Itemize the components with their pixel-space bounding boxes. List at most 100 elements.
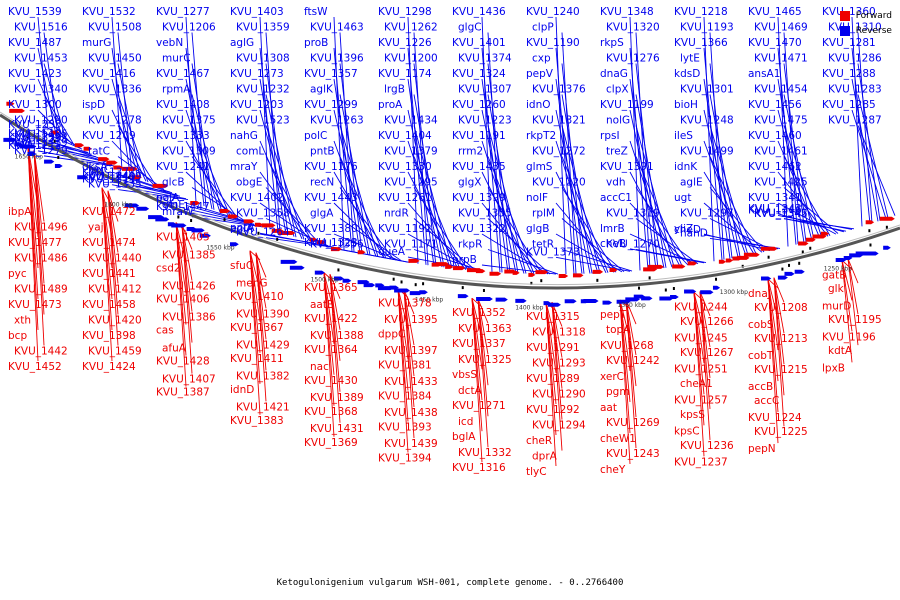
reverse-gene-label: KVU_1199	[600, 99, 654, 111]
reverse-gene-label: KVU_1273	[230, 68, 284, 80]
forward-leader-line	[551, 302, 563, 451]
forward-gene	[9, 108, 25, 113]
feature-marker	[190, 219, 193, 223]
reverse-gene-label: glgB	[526, 223, 549, 235]
forward-leader-line	[693, 292, 705, 364]
reverse-gene-label: rkpS	[600, 37, 624, 49]
feature-marker	[414, 283, 417, 287]
reverse-leader-line	[629, 171, 681, 267]
forward-leader-line	[841, 260, 853, 270]
reverse-gene	[659, 296, 674, 301]
reverse-gene-label: mraW	[162, 206, 194, 218]
forward-gene-label: KVU_1367	[230, 322, 284, 334]
reverse-gene-label: clpP	[532, 22, 554, 34]
reverse-gene	[136, 206, 150, 211]
forward-gene	[718, 259, 727, 264]
reverse-gene-label: KVU_1434	[384, 115, 438, 127]
forward-leader-line	[767, 278, 779, 351]
forward-leader-line	[619, 299, 631, 372]
reverse-leader-line	[43, 147, 107, 163]
forward-gene-label: KVU_1422	[304, 313, 358, 325]
reverse-gene-label: KVU_1232	[236, 84, 290, 96]
forward-gene	[243, 219, 255, 224]
reverse-leader-line	[635, 187, 691, 266]
forward-leader-line	[107, 190, 119, 346]
reverse-gene	[20, 144, 37, 149]
forward-leader-line	[545, 301, 557, 374]
forward-gene	[83, 146, 92, 151]
reverse-gene-label: KVU_1333	[156, 130, 210, 142]
reverse-gene-label: KVU_1375	[162, 115, 216, 127]
forward-gene-label: KVU_1242	[606, 355, 660, 367]
forward-gene-label: cobS	[748, 319, 774, 331]
forward-gene-label: KVU_1352	[452, 307, 506, 319]
forward-gene	[445, 264, 454, 269]
forward-leader-line	[403, 289, 415, 315]
reverse-leader-line	[43, 63, 67, 141]
forward-gene-label: KVU_1332	[458, 447, 512, 459]
reverse-gene-label: glgA	[310, 208, 334, 220]
reverse-leader-line	[857, 125, 896, 216]
reverse-gene-label: KVU_1319	[606, 208, 660, 220]
forward-leader-line	[693, 292, 705, 457]
reverse-leader-line	[413, 218, 477, 271]
reverse-leader-line	[259, 171, 311, 242]
forward-gene-label: KVU_1438	[384, 407, 438, 419]
forward-gene-label: KVU_1406	[156, 294, 210, 306]
reverse-gene	[784, 271, 795, 276]
reverse-gene-label: rkpT2	[526, 130, 556, 142]
reverse-gene-label: KVU_1261	[378, 192, 432, 204]
reverse-gene-label: KVU_1176	[304, 161, 358, 173]
scale-tick-label: 1450 kbp	[415, 297, 443, 304]
forward-gene	[50, 130, 60, 135]
reverse-gene-label: proB	[304, 37, 328, 49]
forward-leader-line	[175, 222, 187, 294]
reverse-gene-label: KVU_1248	[680, 115, 734, 127]
forward-gene	[820, 231, 830, 236]
forward-gene-label: KVU_1237	[674, 456, 728, 468]
forward-gene-label: KVU_1405	[156, 232, 210, 244]
reverse-gene-label: KVU_1235	[8, 119, 62, 131]
forward-gene-label: KVU_1243	[606, 448, 660, 460]
reverse-gene-label: KVU_1270	[606, 239, 660, 251]
forward-gene-label: KVU_1424	[82, 361, 136, 373]
forward-gene	[672, 264, 686, 269]
reverse-gene-label: yiiZ	[674, 223, 693, 235]
reverse-leader-line	[407, 140, 451, 269]
forward-gene	[152, 183, 169, 188]
reverse-gene	[583, 299, 599, 304]
forward-gene-label: KVU_1382	[236, 370, 290, 382]
forward-gene-label: KVU_1420	[88, 315, 142, 327]
forward-gene-label: glk	[828, 283, 845, 295]
scale-tick-label: 1400 kbp	[515, 305, 543, 312]
scale-tick-label: 1350 kbp	[618, 302, 646, 309]
reverse-gene-label: rkpR	[458, 239, 482, 251]
forward-gene-label: kpsC	[674, 425, 700, 437]
reverse-gene-label: KVU_1212	[8, 140, 62, 152]
reverse-gene-label: uvrA	[8, 136, 33, 148]
forward-gene-label: xth	[14, 315, 31, 327]
reverse-gene-label: vdh	[606, 177, 626, 189]
reverse-leader-line	[407, 171, 459, 270]
reverse-gene	[3, 137, 17, 142]
feature-marker	[53, 139, 56, 143]
reverse-leader-line	[117, 174, 173, 194]
reverse-gene-label: KVU_1342	[754, 208, 808, 220]
reverse-gene-label: KVU_1345	[754, 208, 808, 220]
legend-item-reverse: Reverse	[839, 23, 892, 38]
forward-gene-label: KVU_1268	[600, 340, 654, 352]
forward-gene-label: pepT	[600, 309, 627, 321]
forward-gene-label: KVU_1441	[82, 268, 136, 280]
reverse-leader-line	[185, 78, 213, 210]
reverse-gene	[27, 152, 37, 157]
feature-marker	[422, 282, 425, 286]
reverse-leader-line	[111, 109, 147, 182]
forward-leader-line	[255, 252, 267, 309]
reverse-gene-label: KVU_1403	[230, 6, 284, 18]
reverse-leader-line	[117, 63, 141, 179]
reverse-leader-line	[259, 109, 295, 237]
reverse-gene	[191, 228, 205, 233]
forward-gene-label: KVU_1390	[236, 308, 290, 320]
forward-gene-label: KVU_1269	[606, 417, 660, 429]
forward-gene-label: KVU_1426	[162, 281, 216, 293]
